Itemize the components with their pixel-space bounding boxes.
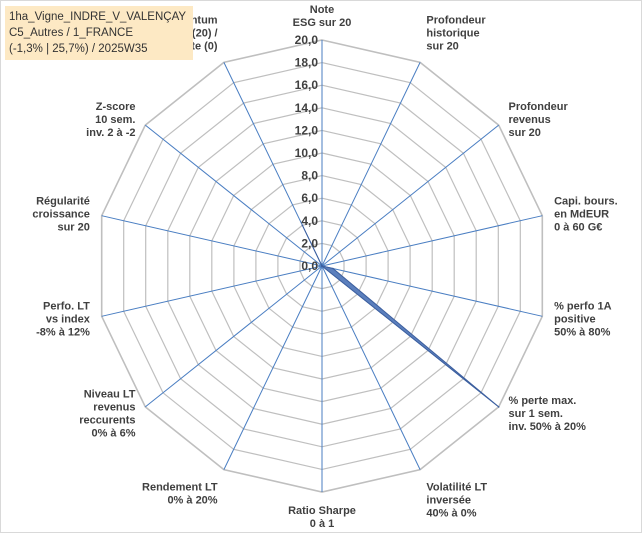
axis-label-line: % perfo 1A <box>554 301 612 313</box>
axis-spoke <box>321 265 543 317</box>
axis-spoke <box>101 265 323 317</box>
axis-label-line: Note <box>310 4 334 16</box>
axis-label-line: croissance <box>32 209 89 221</box>
axis-label: Régularité croissance sur 20 <box>32 196 89 234</box>
axis-label-line: sur 1 sem. <box>509 408 563 420</box>
axis-label-line: Profondeur <box>426 14 486 26</box>
tick-label: 8,0 <box>301 169 318 183</box>
axis-label-line: revenus <box>509 114 551 126</box>
axis-label: Volatilité LT inversée 40% à 0% <box>426 482 487 520</box>
axis-spoke <box>321 124 500 267</box>
series-point <box>321 265 323 267</box>
axis-label-line: 50% à 80% <box>554 327 610 339</box>
axis-label-line: % perte max. <box>509 395 577 407</box>
axis-label-line: Capi. bours. <box>554 196 618 208</box>
axis-spoke <box>144 124 323 267</box>
axis-label-line: Profondeur <box>509 101 569 113</box>
axis-label: % perte max. sur 1 sem. inv. 50% à 20% <box>509 395 587 433</box>
axis-label-line: inv. 2 à -2 <box>86 127 135 139</box>
tick-label: 12,0 <box>295 123 319 137</box>
axis-label-line: Rendement LT <box>142 482 218 494</box>
axis-label: Note ESG sur 20 <box>293 4 352 29</box>
axis-label-line: positive <box>554 314 596 326</box>
axis-label: Profondeur revenus sur 20 <box>509 101 569 139</box>
axis-label-line: inv. 50% à 20% <box>509 421 587 433</box>
axis-spoke <box>321 265 421 470</box>
axis-label-line: 0% à 20% <box>167 495 217 507</box>
axis-label-line: -8% à 12% <box>36 327 90 339</box>
chart-title-box: 1ha_Vigne_INDRE_V_VALENÇAY C5_Autres / 1… <box>5 6 193 60</box>
axis-label-line: Régularité <box>36 196 90 208</box>
axis-label-line: vs index <box>46 314 91 326</box>
axis-label-line: sur 20 <box>57 222 89 234</box>
axis-label: Capi. bours. en MdEUR 0 à 60 G€ <box>554 196 618 234</box>
chart-title-line: 1ha_Vigne_INDRE_V_VALENÇAY <box>9 11 187 23</box>
axis-label-line: reccurents <box>79 415 135 427</box>
axis-label-line: 10 sem. <box>95 114 135 126</box>
tick-label: 16,0 <box>295 78 319 92</box>
tick-label: 10,0 <box>295 146 319 160</box>
axis-label: Ratio Sharpe 0 à 1 <box>288 505 356 530</box>
axis-label-line: 40% à 0% <box>426 508 476 520</box>
tick-label: 20,0 <box>295 33 319 47</box>
axis-label: Z-score 10 sem. inv. 2 à -2 <box>86 101 135 139</box>
chart-title-line: C5_Autres / 1_FRANCE <box>9 27 133 39</box>
axis-spoke <box>321 215 543 267</box>
axis-label-line: revenus <box>93 402 135 414</box>
series-point <box>301 224 304 227</box>
series-point <box>332 267 334 270</box>
radar-tick-labels: 0,0 2,0 4,0 6,0 8,0 10,0 12,0 14,0 16,0 18,0 20,0 <box>295 33 319 273</box>
tick-label: 18,0 <box>295 56 319 70</box>
axis-label-line: sur 20 <box>509 127 541 139</box>
tick-label: 0,0 <box>301 259 318 273</box>
axis-label-line: Ratio Sharpe <box>288 505 356 517</box>
axis-label-line: 0 à 1 <box>310 518 334 530</box>
series-area <box>301 225 500 408</box>
axis-label-line: inversée <box>426 495 471 507</box>
axis-label-line: Perfo. LT <box>43 301 90 313</box>
tick-label: 4,0 <box>301 214 318 228</box>
axis-spoke <box>223 265 323 470</box>
axis-label-line: ESG sur 20 <box>293 17 352 29</box>
radar-axis-labels: Note ESG sur 20 Profondeur historique sur 20… <box>32 4 617 530</box>
axis-spoke <box>101 215 323 267</box>
axis-label-line: 0% à 6% <box>91 428 135 440</box>
axis-label: Rendement LT 0% à 20% <box>142 482 218 507</box>
axis-label-line: en MdEUR <box>554 209 609 221</box>
series-point <box>497 406 500 408</box>
axis-label-line: sur 20 <box>426 40 458 52</box>
axis-label: Perfo. LT vs index -8% à 12% <box>36 301 91 339</box>
chart-title-line: (-1,3% | 25,7%) / 2025W35 <box>9 43 148 55</box>
axis-label-line: 0 à 60 G€ <box>554 222 602 234</box>
axis-label: % perfo 1A positive 50% à 80% <box>554 301 612 339</box>
axis-label-line: historique <box>426 27 479 39</box>
tick-label: 2,0 <box>301 236 318 250</box>
axis-label-line: Z-score <box>96 101 136 113</box>
axis-label: Profondeur historique sur 20 <box>426 14 486 52</box>
axis-label: Niveau LT revenus reccurents 0% à 6% <box>79 389 136 440</box>
axis-label-line: Niveau LT <box>84 389 136 401</box>
axis-label-line: Volatilité LT <box>426 482 487 494</box>
radar-series <box>301 224 500 408</box>
tick-label: 14,0 <box>295 101 319 115</box>
tick-label: 6,0 <box>301 191 318 205</box>
axis-spoke <box>144 265 323 408</box>
axis-spoke <box>321 62 421 267</box>
